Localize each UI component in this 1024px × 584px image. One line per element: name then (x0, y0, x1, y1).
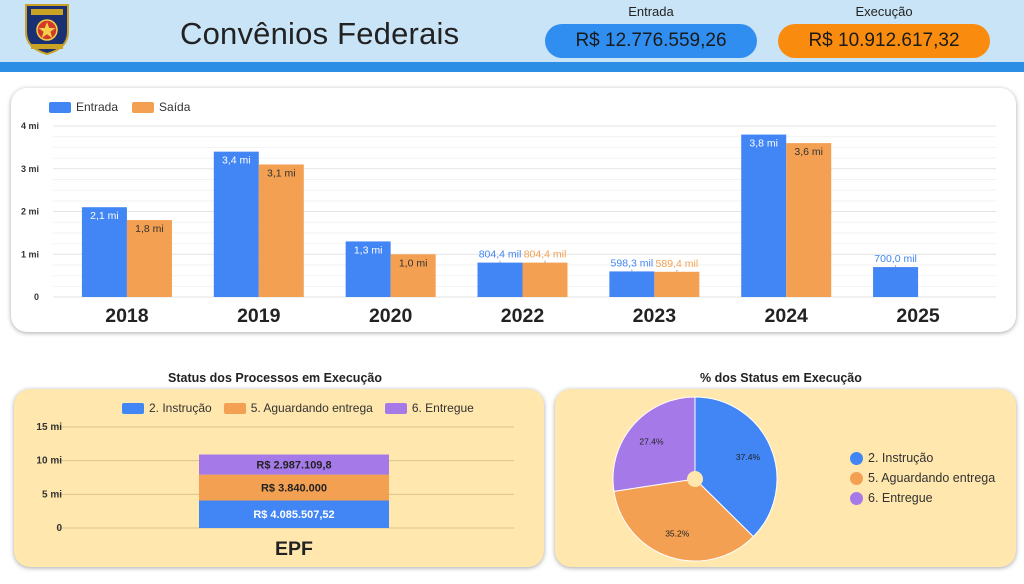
legend-swatch (49, 101, 71, 113)
pie-legend-entregue[interactable]: 6. Entregue (850, 491, 995, 505)
stacked-segment (199, 474, 389, 501)
data-label: 3,8 mi (749, 138, 778, 150)
legend-dot (850, 491, 863, 505)
data-label: 1,0 mi (399, 257, 428, 269)
bar-saída-2022 (522, 262, 568, 297)
bar-saída-2018 (126, 220, 172, 297)
x-tick-label: 2024 (765, 305, 809, 327)
data-label: 2,1 mi (90, 210, 119, 222)
data-label: 700,0 mil (874, 253, 917, 265)
legend-label: 2. Instrução (149, 401, 212, 415)
legend-label: 5. Aguardando entrega (250, 401, 373, 415)
bar-saída-2024 (786, 143, 832, 297)
bar-saída-2023 (654, 271, 700, 297)
bar-entrada-2018 (81, 207, 127, 297)
legend-label: 5. Aguardando entrega (868, 471, 996, 485)
legend-label: 6. Entregue (411, 401, 474, 415)
x-tick-label: 2022 (501, 305, 545, 327)
status-chart-legend: 2. Instrução 5. Aguardando entrega 6. En… (122, 401, 474, 415)
y-tick-label: 0 (34, 292, 39, 302)
legend-swatch (132, 101, 155, 113)
police-shield-logo-icon (25, 4, 69, 56)
x-tick-label: EPF (275, 538, 313, 560)
bar-entrada-2020 (345, 241, 391, 297)
bar-entrada-2025 (873, 267, 919, 297)
data-label: 804,4 mil (524, 249, 567, 261)
segment-label: R$ 4.085.507,52 (253, 509, 334, 521)
pie-slice (613, 478, 755, 562)
pie-legend-instrucao[interactable]: 2. Instrução (850, 451, 995, 465)
kpi-execucao-value: R$ 10.912.617,32 (778, 24, 990, 58)
yearly-bar-chart: 0 1 mi 2 mi 3 mi 4 mi 2,1 mi 1,8 mi 2018 3,4 mi 3… (21, 121, 996, 327)
data-label: 1,8 mi (135, 223, 164, 235)
y-tick-label: 5 mi (42, 489, 62, 500)
pie-slice-label: 37.4% (736, 452, 761, 462)
pie-chart-title: % dos Status em Execução (700, 371, 862, 385)
header-stripe (0, 62, 1024, 72)
data-label: 3,1 mi (267, 167, 296, 179)
legend-aguardando[interactable]: 5. Aguardando entrega (223, 401, 373, 415)
legend-dot (850, 451, 863, 465)
pie-chart-legend: 2. Instrução 5. Aguardando entrega 6. En… (850, 451, 995, 505)
pie-slice (612, 396, 696, 492)
x-tick-label: 2018 (105, 305, 149, 327)
legend-entrada[interactable]: Entrada (49, 100, 118, 114)
legend-swatch (384, 402, 407, 414)
kpi-entrada-label: Entrada (628, 4, 674, 19)
pie-chart-card: 37.4% 35.2% 27.4% 2. Instrução 5. Aguardan… (555, 389, 1016, 567)
data-label: 3,6 mi (794, 146, 823, 158)
y-tick-label: 10 mi (36, 456, 62, 467)
pie-slice-label: 27.4% (639, 437, 664, 447)
legend-entregue[interactable]: 6. Entregue (384, 401, 474, 415)
legend-label: 2. Instrução (868, 451, 934, 465)
bar-entrada-2022 (477, 262, 523, 297)
pie-slice (694, 396, 778, 538)
kpi-entrada-value: R$ 12.776.559,26 (545, 24, 757, 58)
x-tick-label: 2023 (633, 305, 677, 327)
status-pie-chart: 37.4% 35.2% 27.4% (612, 396, 778, 562)
data-label: 1,3 mi (354, 244, 383, 256)
bar-entrada-2019 (213, 151, 259, 297)
kpi-execucao-label: Execução (855, 4, 913, 19)
data-label: 804,4 mil (479, 249, 522, 261)
data-label: 598,3 mil (611, 257, 654, 269)
legend-swatch (122, 402, 144, 414)
pie-slice-label: 35.2% (665, 529, 690, 539)
y-tick-label: 4 mi (21, 121, 39, 131)
bar-entrada-2024 (741, 134, 787, 297)
y-tick-label: 2 mi (21, 207, 39, 217)
status-chart-card: 2. Instrução 5. Aguardando entrega 6. En… (14, 389, 544, 567)
y-tick-label: 1 mi (21, 249, 39, 259)
legend-instrucao[interactable]: 2. Instrução (122, 401, 212, 415)
x-tick-label: 2020 (369, 305, 413, 327)
x-tick-label: 2025 (896, 305, 940, 327)
bar-saída-2020 (390, 254, 436, 297)
bar-saída-2019 (258, 164, 304, 297)
x-tick-label: 2019 (237, 305, 281, 327)
pie-center-hole (687, 471, 703, 487)
segment-label: R$ 2.987.109,8 (256, 460, 331, 472)
yearly-chart-card: Entrada Saída 0 1 mi 2 mi 3 mi 4 mi 2,1 mi 1,8… (11, 88, 1016, 332)
page-title: Convênios Federais (180, 16, 460, 51)
yearly-chart-legend: Entrada Saída (49, 100, 190, 114)
data-label: 589,4 mil (656, 258, 699, 270)
segment-label: R$ 3.840.000 (261, 483, 327, 495)
status-stacked-bar-chart: 0 5 mi 10 mi 15 mi R$ 4.085.507,52 R$ 3.840.0… (36, 422, 514, 560)
status-chart-title: Status dos Processos em Execução (168, 371, 382, 385)
legend-dot (850, 471, 863, 485)
bar-entrada-2023 (609, 271, 655, 297)
stacked-segment (199, 500, 389, 528)
legend-saida[interactable]: Saída (132, 100, 190, 114)
legend-swatch (223, 402, 246, 414)
legend-label: Entrada (76, 100, 119, 114)
data-label: 3,4 mi (222, 155, 251, 167)
stacked-segment (199, 454, 389, 475)
pie-legend-aguardando[interactable]: 5. Aguardando entrega (850, 471, 995, 485)
legend-label: Saída (159, 100, 191, 114)
legend-label: 6. Entregue (868, 491, 933, 505)
y-tick-label: 15 mi (36, 422, 62, 433)
y-tick-label: 0 (56, 523, 62, 534)
y-tick-label: 3 mi (21, 164, 39, 174)
